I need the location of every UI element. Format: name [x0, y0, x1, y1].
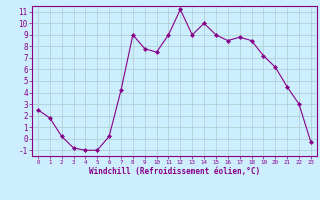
X-axis label: Windchill (Refroidissement éolien,°C): Windchill (Refroidissement éolien,°C) — [89, 167, 260, 176]
